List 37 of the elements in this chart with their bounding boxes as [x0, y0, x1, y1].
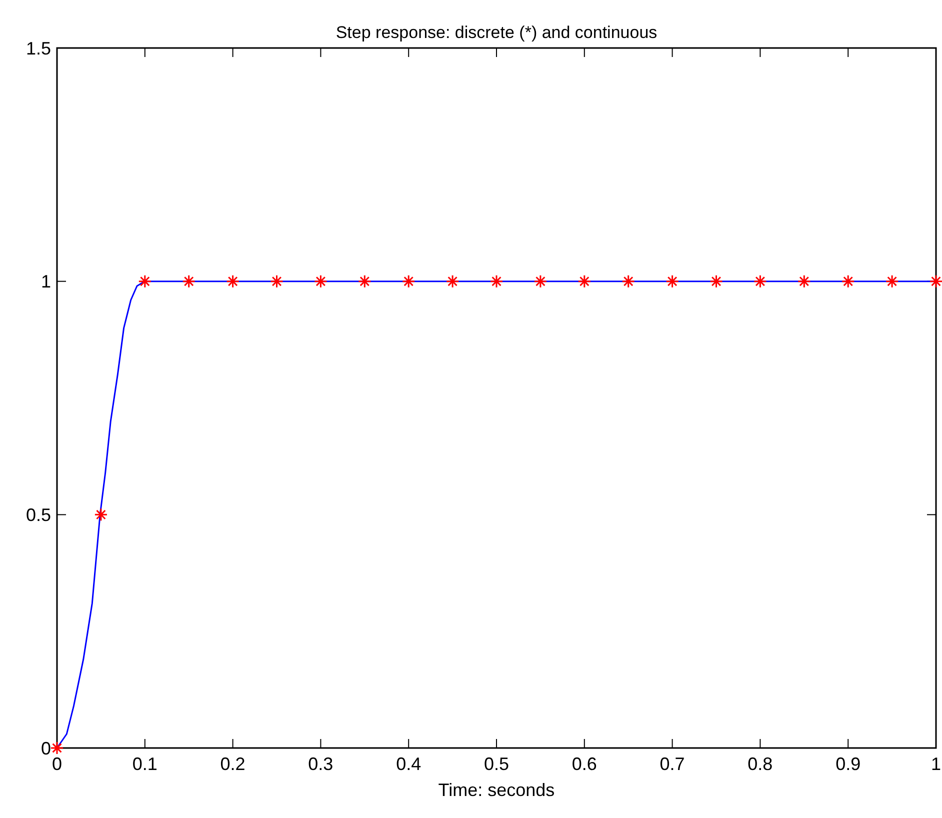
- y-tick-label: 0: [40, 738, 51, 758]
- x-tick-label: 0.2: [220, 754, 246, 774]
- point: [402, 274, 416, 288]
- x-tick-label: 0.5: [484, 754, 510, 774]
- point: [710, 274, 723, 288]
- x-axis-title: Time: seconds: [438, 780, 555, 800]
- x-tick-label: 0.9: [836, 754, 861, 774]
- y-tick-label: 1.5: [26, 38, 51, 58]
- point: [841, 274, 855, 288]
- point: [622, 274, 636, 288]
- x-tick-label: 0.8: [748, 754, 773, 774]
- point: [534, 274, 548, 288]
- x-tick-label: 0.6: [572, 754, 597, 774]
- point: [578, 274, 592, 288]
- y-tick-label: 1: [40, 272, 51, 292]
- point: [446, 274, 460, 288]
- x-tick-label: 0.3: [308, 754, 334, 774]
- point: [885, 274, 899, 288]
- x-tick-label: 0.4: [396, 754, 422, 774]
- x-tick-label: 1: [930, 754, 942, 774]
- point: [94, 508, 108, 522]
- point: [753, 274, 767, 288]
- x-tick-label: 0.7: [660, 754, 685, 774]
- point: [358, 274, 372, 288]
- y-tick-label: 0.5: [26, 504, 51, 525]
- point: [314, 274, 328, 288]
- point: [50, 741, 64, 755]
- point: [666, 274, 680, 288]
- x-tick-label: 0.1: [132, 754, 158, 774]
- point: [270, 274, 284, 288]
- point: [226, 274, 240, 288]
- point: [182, 274, 196, 288]
- point: [490, 274, 504, 288]
- point: [797, 274, 811, 288]
- point: [138, 274, 152, 288]
- chart-title: Step response: discrete (*) and continuous: [336, 23, 658, 42]
- point: [929, 274, 942, 288]
